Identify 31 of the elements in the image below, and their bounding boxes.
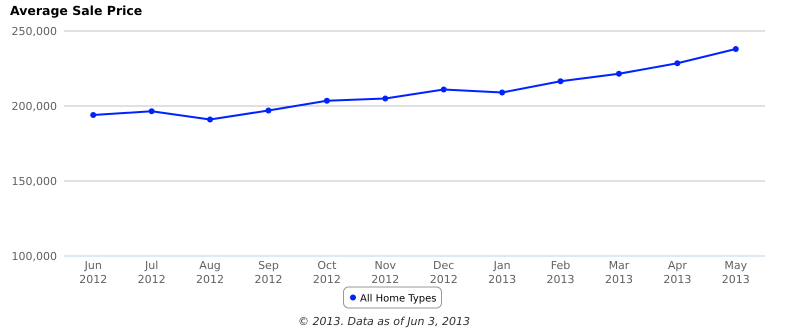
legend-label: All Home Types — [360, 294, 436, 304]
x-tick-label: Mar 2013 — [604, 259, 633, 286]
x-tick-label: Nov 2012 — [371, 259, 400, 286]
point — [324, 98, 330, 104]
x-tick-label: Oct 2012 — [312, 259, 341, 286]
x-tick-label: Jul 2012 — [138, 259, 166, 286]
point — [499, 90, 506, 96]
point — [732, 46, 739, 52]
x-tick-label: Apr 2013 — [663, 259, 692, 286]
point — [616, 70, 622, 77]
point — [674, 60, 680, 66]
y-tick-label: 200,000 — [12, 100, 57, 113]
x-tick-label: Jan 2013 — [488, 259, 516, 286]
point — [90, 112, 96, 118]
x-tick-label: Jun 2012 — [79, 259, 108, 286]
point — [382, 96, 388, 102]
x-tick-label: Sep 2012 — [254, 259, 282, 286]
point — [440, 86, 447, 92]
text: © 2013. Data as of Jun 3, 2013 — [298, 315, 470, 328]
chart-title: Average Sale Price — [10, 3, 142, 18]
point — [558, 78, 564, 84]
point — [207, 116, 214, 122]
y-tick-label: 250,000 — [12, 25, 57, 38]
x-tick-label: Aug 2012 — [196, 259, 224, 286]
point — [148, 108, 155, 114]
x-tick-label: Feb 2013 — [546, 259, 575, 286]
x-tick-label: Dec 2012 — [430, 259, 458, 286]
y-tick-label: 150,000 — [12, 175, 57, 188]
y-tick-label: 100,000 — [12, 250, 57, 263]
x-tick-label: May 2013 — [722, 259, 750, 286]
point — [265, 108, 272, 114]
